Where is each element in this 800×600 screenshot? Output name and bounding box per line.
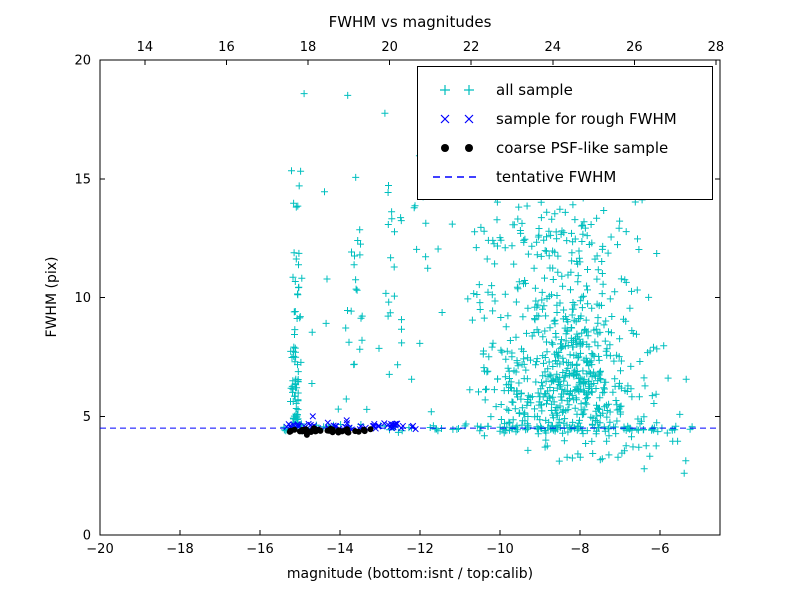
y-tick-label: 10 xyxy=(74,291,91,306)
top-tick-label: 26 xyxy=(626,40,643,55)
legend-item-label: tentative FWHM xyxy=(496,167,617,186)
x-tick-label: −20 xyxy=(86,542,113,557)
tentative-fwhm-marker-icon xyxy=(433,175,481,178)
x-tick-label: −10 xyxy=(486,542,513,557)
legend-item-tentative-fwhm: tentative FWHM xyxy=(430,162,700,191)
top-tick-label: 22 xyxy=(463,40,480,55)
all-sample-marker-icon xyxy=(440,84,474,95)
top-tick-label: 14 xyxy=(137,40,154,55)
legend-item-label: all sample xyxy=(496,80,573,99)
x-tick-label: −12 xyxy=(406,542,433,557)
legend-item-all-sample: all sample xyxy=(430,75,700,104)
top-tick-label: 28 xyxy=(708,40,725,55)
top-tick-label: 18 xyxy=(300,40,317,55)
x-tick-label: −6 xyxy=(650,542,669,557)
top-tick-label: 16 xyxy=(218,40,235,55)
x-tick-label: −8 xyxy=(570,542,589,557)
coarse-psf-like-sample-markers xyxy=(286,425,374,438)
x-tick-label: −18 xyxy=(166,542,193,557)
top-tick-label: 20 xyxy=(381,40,398,55)
x-tick-label: −16 xyxy=(246,542,273,557)
coarse-psf-like-sample-marker-icon xyxy=(441,143,473,152)
plot-title: FWHM vs magnitudes xyxy=(328,13,492,31)
legend-item-label: sample for rough FWHM xyxy=(496,109,677,128)
legend-item-sample-for-rough-fwhm: sample for rough FWHM xyxy=(430,104,700,133)
legend-item-coarse-psf-like-sample: coarse PSF-like sample xyxy=(430,133,700,162)
x-tick-label: −14 xyxy=(326,542,353,557)
y-axis-label: FWHM (pix) xyxy=(44,256,60,338)
y-tick-label: 0 xyxy=(83,529,91,544)
legend-item-label: coarse PSF-like sample xyxy=(496,138,669,157)
x-axis-label: magnitude (bottom:isnt / top:calib) xyxy=(286,566,534,582)
y-tick-label: 15 xyxy=(74,172,91,187)
y-tick-label: 5 xyxy=(83,410,91,425)
legend: all sample sample for rough FWHM coarse PS… xyxy=(417,66,713,200)
sample-for-rough-fwhm-marker-icon xyxy=(440,114,474,123)
y-tick-label: 20 xyxy=(74,54,91,69)
top-tick-label: 24 xyxy=(544,40,561,55)
